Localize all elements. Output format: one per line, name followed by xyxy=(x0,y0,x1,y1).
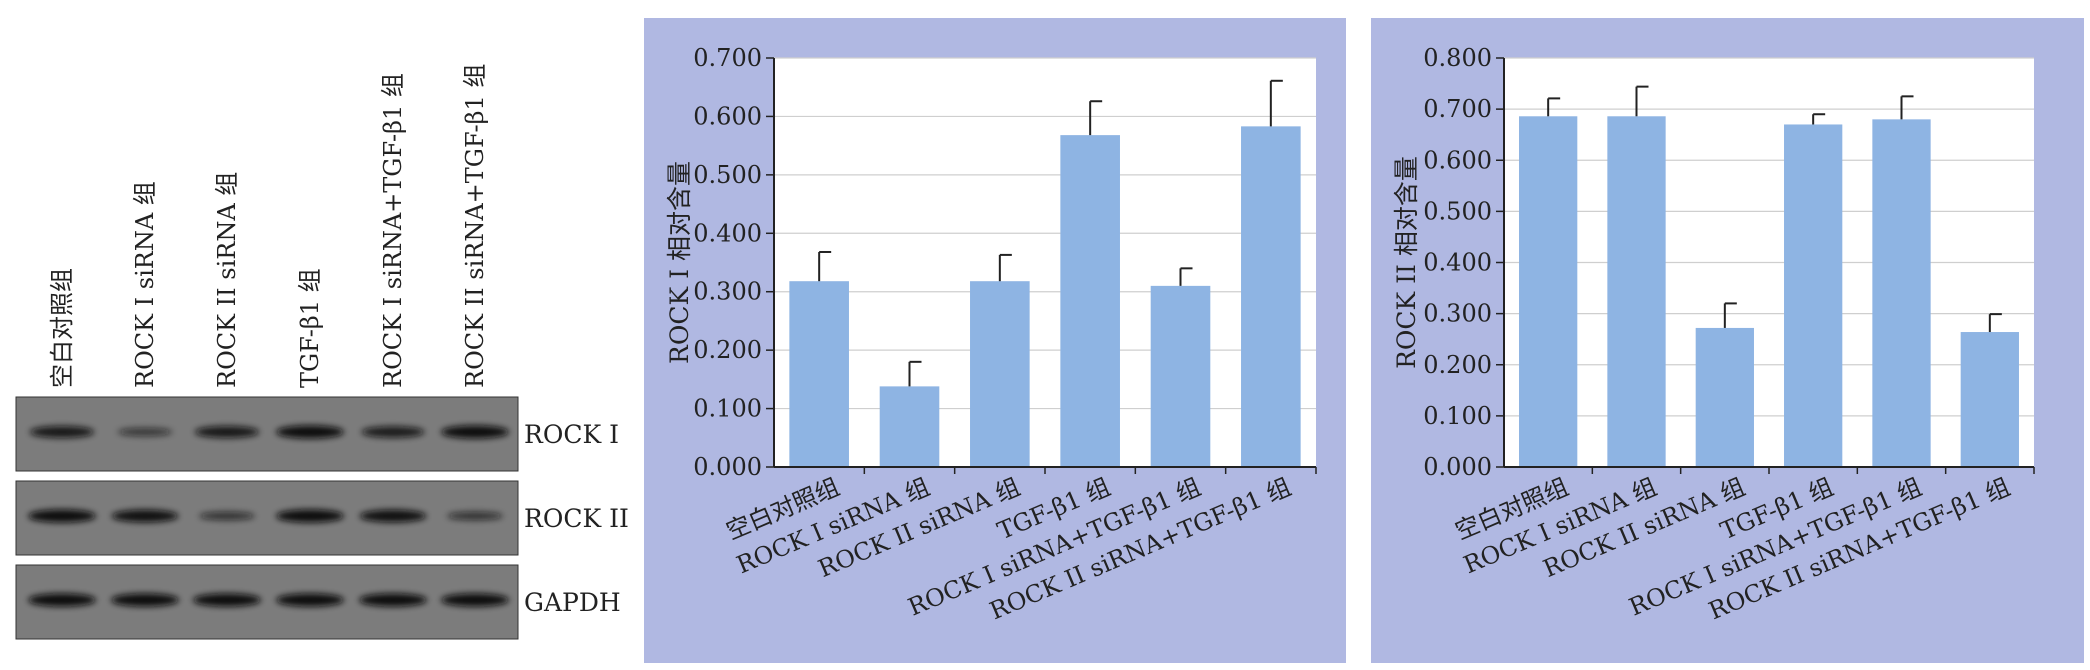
y-tick-label: 0.100 xyxy=(693,395,762,423)
blot-lane-label: ROCK I siRNA 组 xyxy=(131,181,159,388)
bar xyxy=(1695,327,1754,467)
bar xyxy=(1784,124,1843,468)
y-axis-title: ROCK I 相对含量 xyxy=(665,161,694,364)
y-axis-title: ROCK II 相对含量 xyxy=(1392,156,1421,369)
blot-lane-label: ROCK I siRNA+TGF-β1 组 xyxy=(379,73,407,388)
blot-band xyxy=(441,425,509,439)
western-blot-panel: ROCK I ROCK II GAPDH 空白对照组 ROCK I siRNA 组 ROC… xyxy=(0,0,640,670)
y-tick-label: 0.200 xyxy=(693,336,762,364)
blot-band xyxy=(276,593,344,607)
y-tick-label: 0.500 xyxy=(693,161,762,189)
blot-band xyxy=(28,593,96,607)
blot-lane-label: 空白对照组 xyxy=(48,268,76,388)
bar xyxy=(1060,135,1120,467)
y-tick-label: 0.200 xyxy=(1423,351,1492,379)
blot-lane-label: TGF-β1 组 xyxy=(296,268,324,388)
blot-band xyxy=(359,593,427,607)
blot-row-label: ROCK I xyxy=(524,420,619,449)
blot-band xyxy=(359,509,427,523)
y-tick-label: 0.100 xyxy=(1423,402,1492,430)
blot-band xyxy=(111,593,179,607)
y-tick-label: 0.300 xyxy=(693,278,762,306)
blot-row-label: GAPDH xyxy=(524,588,621,617)
bar xyxy=(970,281,1030,467)
blot-lane-label: ROCK II siRNA 组 xyxy=(213,172,241,388)
western-blot-svg: ROCK I ROCK II GAPDH 空白对照组 ROCK I siRNA 组 ROC… xyxy=(15,64,629,640)
bar xyxy=(1960,332,2019,467)
y-tick-label: 0.300 xyxy=(1423,300,1492,328)
blot-strip-bg xyxy=(15,564,519,640)
bar xyxy=(1241,126,1301,468)
blot-lane-label: ROCK II siRNA+TGF-β1 组 xyxy=(461,64,489,388)
y-tick-label: 0.500 xyxy=(1423,197,1492,225)
plot-area xyxy=(774,58,1316,467)
blot-band xyxy=(193,593,261,607)
blot-row-label: ROCK II xyxy=(524,504,629,533)
blot-strip-2: ROCK II xyxy=(15,480,629,556)
blot-band xyxy=(276,425,344,439)
blot-strip-1: ROCK I xyxy=(15,396,619,472)
blot-band xyxy=(441,593,509,607)
blot-band xyxy=(28,509,96,523)
blot-band xyxy=(117,427,173,437)
y-tick-label: 0.600 xyxy=(693,102,762,130)
rock2-bar-chart: 0.000 0.100 0.200 0.300 0.400 0.500 0.600 0.700… xyxy=(1392,44,2035,625)
bar xyxy=(1872,119,1931,467)
blot-band xyxy=(111,509,179,523)
y-tick-label: 0.600 xyxy=(1423,146,1492,174)
blot-strip-3: GAPDH xyxy=(15,564,621,640)
blot-band xyxy=(194,426,260,438)
y-tick-label: 0.400 xyxy=(1423,249,1492,277)
blot-band xyxy=(447,511,503,521)
y-tick-label: 0.700 xyxy=(1423,95,1492,123)
y-tick-label: 0.400 xyxy=(693,219,762,247)
bar xyxy=(789,281,849,467)
blot-band xyxy=(29,426,95,438)
bar xyxy=(1519,116,1578,467)
bar xyxy=(879,386,940,467)
blot-strip-bg xyxy=(15,396,519,472)
rock1-chart-panel: 0.000 0.100 0.200 0.300 0.400 0.500 0.600 0.700… xyxy=(644,18,1346,663)
y-tick-label: 0.000 xyxy=(1423,453,1492,481)
blot-band xyxy=(276,509,344,523)
rock2-chart-panel: 0.000 0.100 0.200 0.300 0.400 0.500 0.600 0.700… xyxy=(1371,18,2084,663)
rock1-bar-chart: 0.000 0.100 0.200 0.300 0.400 0.500 0.600 0.700… xyxy=(665,44,1317,625)
bar xyxy=(1150,285,1211,467)
y-tick-label: 0.800 xyxy=(1423,44,1492,72)
y-tick-label: 0.700 xyxy=(693,44,762,72)
y-tick-label: 0.000 xyxy=(693,453,762,481)
blot-band xyxy=(199,511,255,521)
blot-band xyxy=(361,426,425,438)
bar xyxy=(1607,116,1666,467)
blot-strip-bg xyxy=(15,480,519,556)
